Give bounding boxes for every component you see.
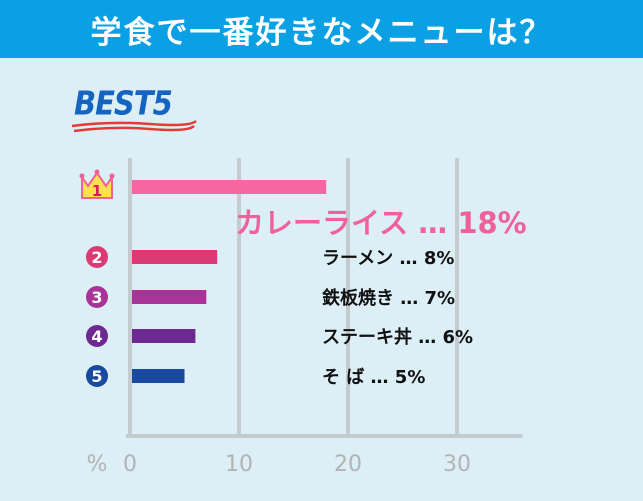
bar-5: [132, 369, 185, 383]
x-tick-label: 0: [123, 452, 137, 477]
bar-label-4: ステーキ丼 … 6%: [322, 327, 473, 348]
crown-dot: [79, 173, 85, 179]
rank-number: 1: [92, 182, 102, 200]
page-title: 学食で一番好きなメニューは？: [90, 14, 553, 51]
rank-badge-5: [86, 365, 108, 387]
rank-number: 2: [91, 248, 102, 267]
bar-label-5: そ ば … 5%: [322, 367, 425, 388]
x-axis-label: %: [87, 452, 108, 477]
rank-badge-2: [86, 246, 108, 268]
bar-3: [132, 290, 207, 304]
crown-dot: [109, 173, 115, 179]
rank-number: 3: [91, 288, 102, 307]
x-tick-label: 10: [225, 452, 253, 477]
bar-2: [132, 250, 218, 264]
x-axis-ticks: 0 10 20 30%: [87, 452, 471, 477]
best5-label: BEST5: [74, 83, 173, 123]
header-bar: 学食で一番好きなメニューは？: [0, 0, 643, 58]
bar-label-3: 鉄板焼き … 7%: [322, 287, 455, 309]
rank-badge-4: [86, 325, 108, 347]
bar-4: [132, 329, 196, 343]
rank-number: 4: [91, 327, 102, 346]
bar-label-2: ラーメン … 8%: [322, 248, 454, 269]
bars: [132, 180, 327, 383]
x-tick-label: 20: [334, 452, 362, 477]
labels: 1 2 3 4 5 カレーライス … 18% ラーメン … 8% 鉄板焼き … 7% ステーキ丼…: [79, 169, 527, 388]
crown-icon: [81, 171, 113, 199]
bar-1: [132, 180, 327, 194]
rank-number: 5: [91, 367, 102, 386]
x-tick-label: 30: [443, 452, 471, 477]
bar-label-1: カレーライス … 18%: [235, 206, 527, 240]
rank-badge-3: [86, 286, 108, 308]
best5-underline: [71, 119, 197, 133]
grid: [126, 158, 523, 438]
crown-dot: [94, 169, 100, 175]
